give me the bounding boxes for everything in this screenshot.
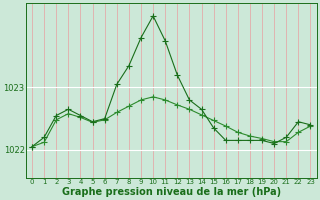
X-axis label: Graphe pression niveau de la mer (hPa): Graphe pression niveau de la mer (hPa) xyxy=(62,187,281,197)
